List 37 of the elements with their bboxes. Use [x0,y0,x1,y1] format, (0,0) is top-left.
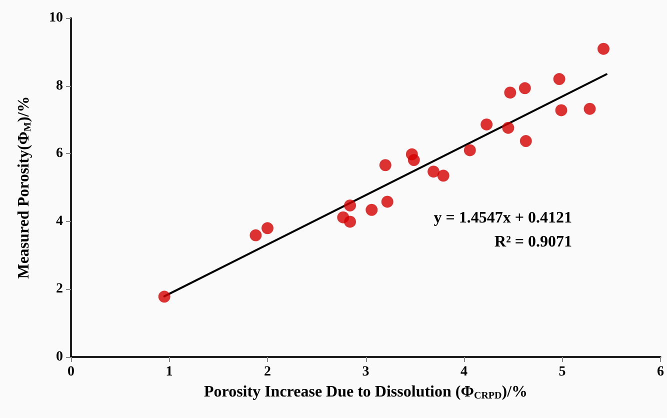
x-tick-label: 0 [68,364,74,380]
point [480,118,493,130]
x-tick-label: 4 [460,364,468,380]
x-tick-label: 2 [264,364,271,380]
annotation: y = 1.4547x + 0.4121 [434,210,572,226]
point [555,104,568,116]
point [584,102,596,115]
annotation: R² = 0.9071 [494,234,572,250]
point [504,86,516,99]
x-tick-label: 1 [166,364,173,380]
point [250,229,262,242]
point [408,154,420,166]
point [464,144,476,156]
y-tick-label: 2 [56,282,63,297]
x-tick-label: 5 [558,364,566,380]
point [366,204,378,216]
point [344,199,356,212]
point [379,159,392,172]
y-tick-label: 6 [56,146,63,162]
y-tick-label: 4 [56,214,63,229]
point [158,290,170,303]
y-axis-title: Measured Porosity(ΦM)/% [16,96,34,279]
y-tick-label: 8 [56,78,63,94]
point [437,170,450,182]
point [262,222,274,234]
x-tick-label: 3 [362,364,370,380]
y-tick-label: 0 [56,350,63,364]
point [553,73,566,86]
point [520,135,532,148]
x-tick-label: 6 [657,364,664,380]
point [381,196,394,208]
point [344,216,356,228]
point [428,166,440,178]
point [598,42,610,55]
point [518,82,531,94]
y-tick-label: 10 [49,10,63,26]
point [502,122,514,134]
